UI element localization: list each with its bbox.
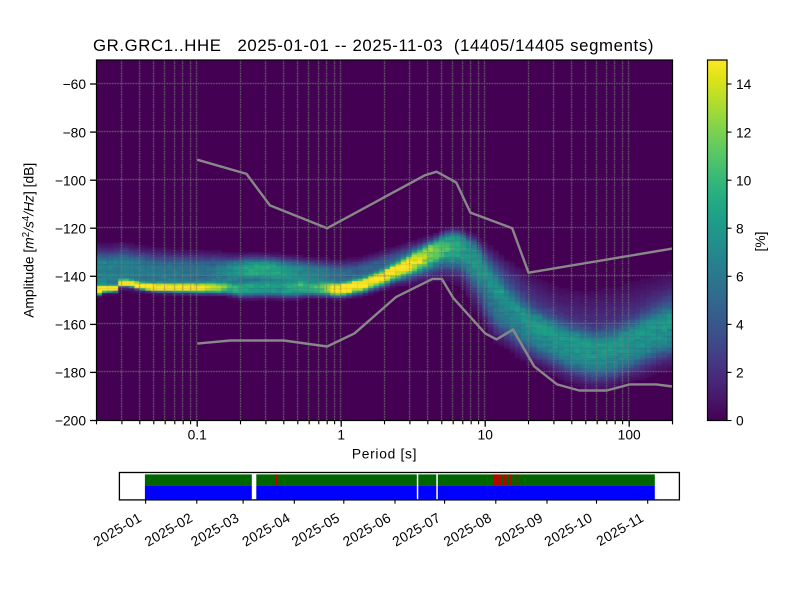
svg-text:2025-04: 2025-04 [240,510,293,549]
svg-text:2025-08: 2025-08 [441,510,494,549]
svg-text:12: 12 [736,125,751,140]
svg-text:−60: −60 [63,77,87,92]
svg-text:2025-11: 2025-11 [594,510,646,549]
svg-text:10: 10 [736,173,752,188]
svg-text:2025-03: 2025-03 [188,510,241,549]
svg-text:2025-10: 2025-10 [542,510,595,549]
svg-text:6: 6 [736,270,744,285]
svg-text:2025-06: 2025-06 [340,510,393,549]
svg-text:2025-02: 2025-02 [142,510,195,549]
svg-text:2025-05: 2025-05 [289,510,342,549]
svg-text:2025-01: 2025-01 [91,510,144,549]
svg-text:1: 1 [337,427,345,442]
svg-text:−140: −140 [55,270,86,285]
svg-text:100: 100 [618,427,641,442]
svg-text:4: 4 [736,318,744,333]
svg-text:−100: −100 [55,173,86,188]
svg-text:−200: −200 [55,414,86,429]
svg-text:0: 0 [736,414,744,429]
svg-text:−180: −180 [55,366,86,381]
svg-text:Period [s]: Period [s] [352,447,417,462]
svg-text:2: 2 [736,366,744,381]
svg-text:2025-07: 2025-07 [390,510,443,549]
svg-text:14: 14 [736,77,752,92]
svg-text:2025-09: 2025-09 [492,510,545,549]
svg-text:10: 10 [478,427,494,442]
svg-text:Amplitude [m2/s4/Hz] [dB]: Amplitude [m2/s4/Hz] [dB] [21,163,37,318]
svg-text:[%]: [%] [753,232,768,252]
svg-text:−120: −120 [55,221,86,236]
svg-text:GR.GRC1..HHE 2025-01-01 -- 2: GR.GRC1..HHE 2025-01-01 -- 2025-11-03 (1… [93,36,654,55]
svg-text:−160: −160 [55,318,86,333]
svg-text:−80: −80 [63,125,87,140]
svg-text:0.1: 0.1 [188,427,207,442]
svg-text:8: 8 [736,221,744,236]
